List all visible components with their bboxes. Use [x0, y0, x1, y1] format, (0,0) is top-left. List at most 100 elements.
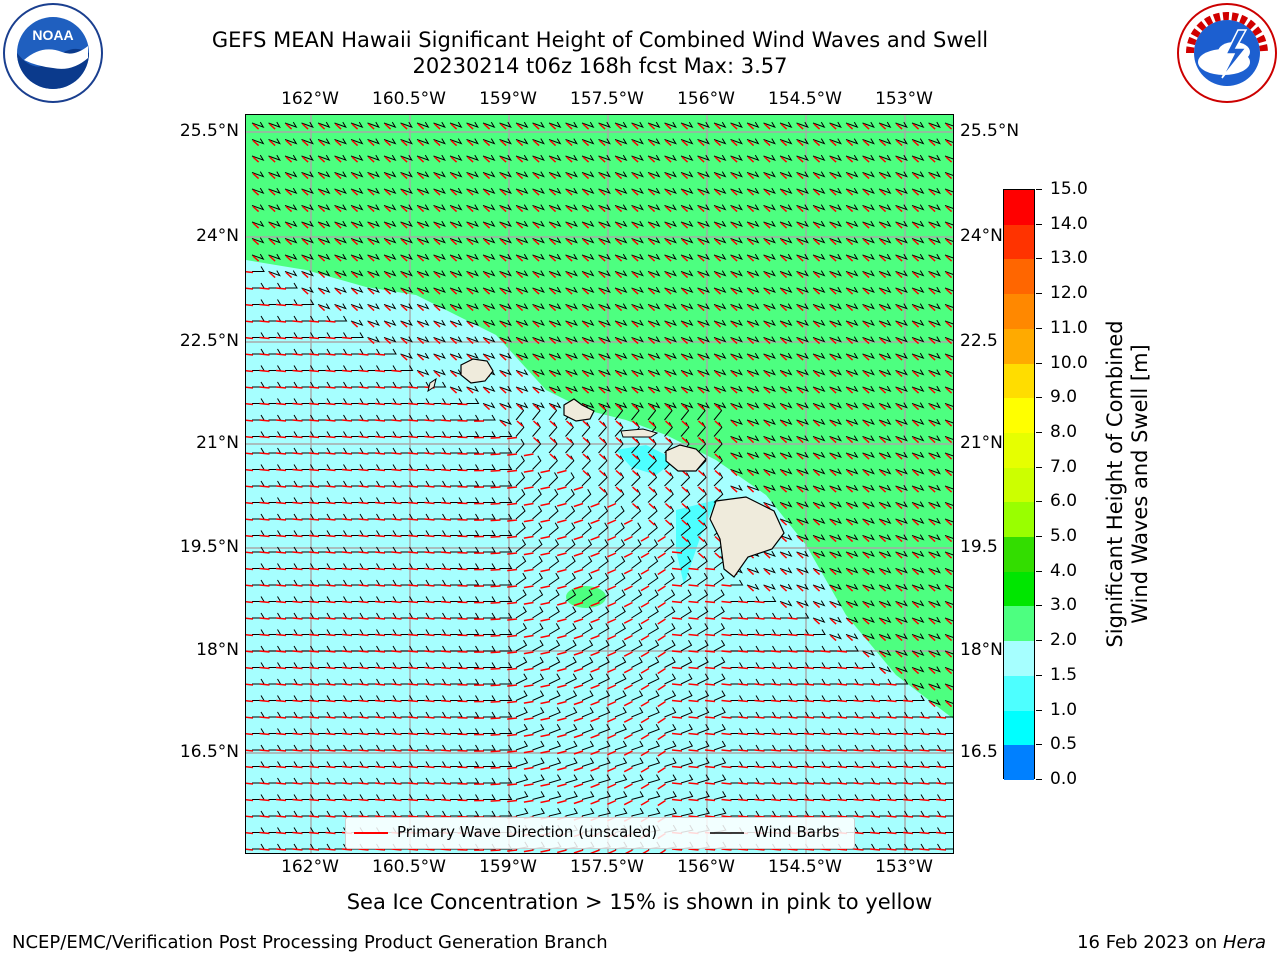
wave-arrow — [912, 684, 920, 691]
wave-arrow — [681, 321, 689, 328]
wave-arrow — [681, 123, 689, 130]
wave-arrow — [747, 172, 755, 180]
wave-arrow — [697, 288, 705, 295]
wave-arrow — [374, 749, 386, 752]
wave-arrow — [902, 749, 914, 752]
wave-arrow — [341, 650, 353, 653]
wave-arrow — [681, 255, 689, 262]
lat-tick-right: 21°N — [960, 433, 1003, 453]
wave-arrow — [737, 716, 749, 719]
wind-barb — [284, 270, 298, 277]
wind-barb — [565, 757, 578, 767]
wind-barb — [829, 171, 842, 178]
wave-arrow — [714, 139, 722, 147]
wind-barb — [614, 774, 628, 784]
wind-barb — [647, 352, 661, 360]
wave-arrow — [780, 123, 788, 130]
wind-barb — [779, 583, 793, 591]
wind-barb — [779, 187, 793, 195]
wave-arrow — [582, 370, 590, 378]
wave-arrow — [516, 222, 524, 229]
wave-arrow — [912, 156, 920, 163]
wave-arrow — [308, 518, 320, 521]
wave-arrow — [813, 255, 821, 262]
wind-barb — [565, 121, 578, 129]
wave-arrow — [912, 271, 920, 279]
wave-arrow — [374, 716, 386, 719]
lon-tick-bottom: 156°W — [677, 857, 735, 877]
wind-barb — [565, 438, 575, 454]
wave-arrow — [770, 683, 782, 686]
wind-barb — [812, 319, 826, 327]
wave-arrow — [697, 189, 705, 196]
wind-barb — [895, 600, 908, 607]
wind-barb — [895, 567, 908, 574]
wave-arrow — [384, 255, 392, 262]
wave-arrow — [615, 321, 623, 328]
wind-barb — [829, 534, 842, 541]
wave-arrow — [747, 321, 755, 328]
wave-arrow — [450, 123, 458, 130]
wave-arrow — [246, 749, 254, 752]
wind-barb — [598, 422, 607, 437]
wind-barb — [812, 517, 826, 525]
wave-arrow — [367, 222, 375, 229]
wind-barb — [812, 352, 826, 360]
wave-arrow — [565, 288, 573, 295]
wind-barb — [450, 777, 463, 784]
wave-arrow — [928, 420, 936, 427]
wind-barb — [664, 690, 677, 701]
wave-arrow — [886, 798, 897, 802]
wave-arrow — [945, 453, 953, 460]
colorbar-tick-label: 5.0 — [1050, 526, 1078, 547]
wind-barb — [680, 656, 693, 668]
wind-barb — [647, 336, 661, 343]
wave-arrow — [846, 139, 854, 147]
wind-barb — [515, 438, 525, 454]
wind-barb — [680, 270, 694, 277]
wind-barb — [895, 369, 908, 376]
wave-arrow — [879, 222, 887, 229]
lat-tick-left: 16.5°N — [179, 742, 239, 762]
wave-arrow — [351, 304, 359, 312]
wave-arrow — [945, 535, 953, 543]
wave-arrow — [631, 321, 639, 328]
svg-text:NOAA: NOAA — [32, 27, 73, 43]
wind-barb — [466, 695, 480, 701]
wind-barb — [746, 583, 760, 591]
wave-arrow — [813, 502, 821, 510]
wind-barb — [565, 723, 578, 734]
wind-barb — [450, 744, 463, 751]
wind-barb — [664, 656, 676, 668]
wave-arrow — [507, 634, 518, 638]
wave-arrow — [607, 799, 617, 805]
wave-arrow — [483, 123, 491, 130]
wind-barb — [697, 774, 710, 784]
wind-barb — [565, 556, 576, 569]
wave-arrow — [879, 436, 887, 444]
wave-arrow — [697, 271, 705, 279]
wave-arrow — [246, 304, 254, 307]
wave-arrow — [268, 139, 276, 147]
wave-arrow — [770, 716, 782, 719]
wave-arrow — [598, 304, 606, 312]
wave-arrow — [573, 618, 584, 623]
wave-arrow — [853, 683, 864, 686]
wind-barb — [647, 253, 661, 261]
wave-arrow — [246, 320, 254, 323]
wind-barb — [878, 319, 892, 327]
wind-barb — [433, 381, 447, 388]
wind-barb — [466, 187, 479, 195]
wind-barb — [647, 774, 661, 784]
wind-barb — [796, 121, 809, 129]
wave-arrow — [657, 667, 666, 675]
wind-barb — [548, 187, 562, 195]
wind-barb — [350, 319, 364, 327]
wind-barb — [647, 455, 657, 470]
wind-barb — [664, 539, 675, 553]
wind-barb — [647, 138, 661, 145]
wind-barb — [911, 451, 925, 459]
wind-barb — [713, 623, 725, 635]
wind-barb — [614, 138, 628, 145]
colorbar-tick-label: 6.0 — [1050, 491, 1078, 512]
